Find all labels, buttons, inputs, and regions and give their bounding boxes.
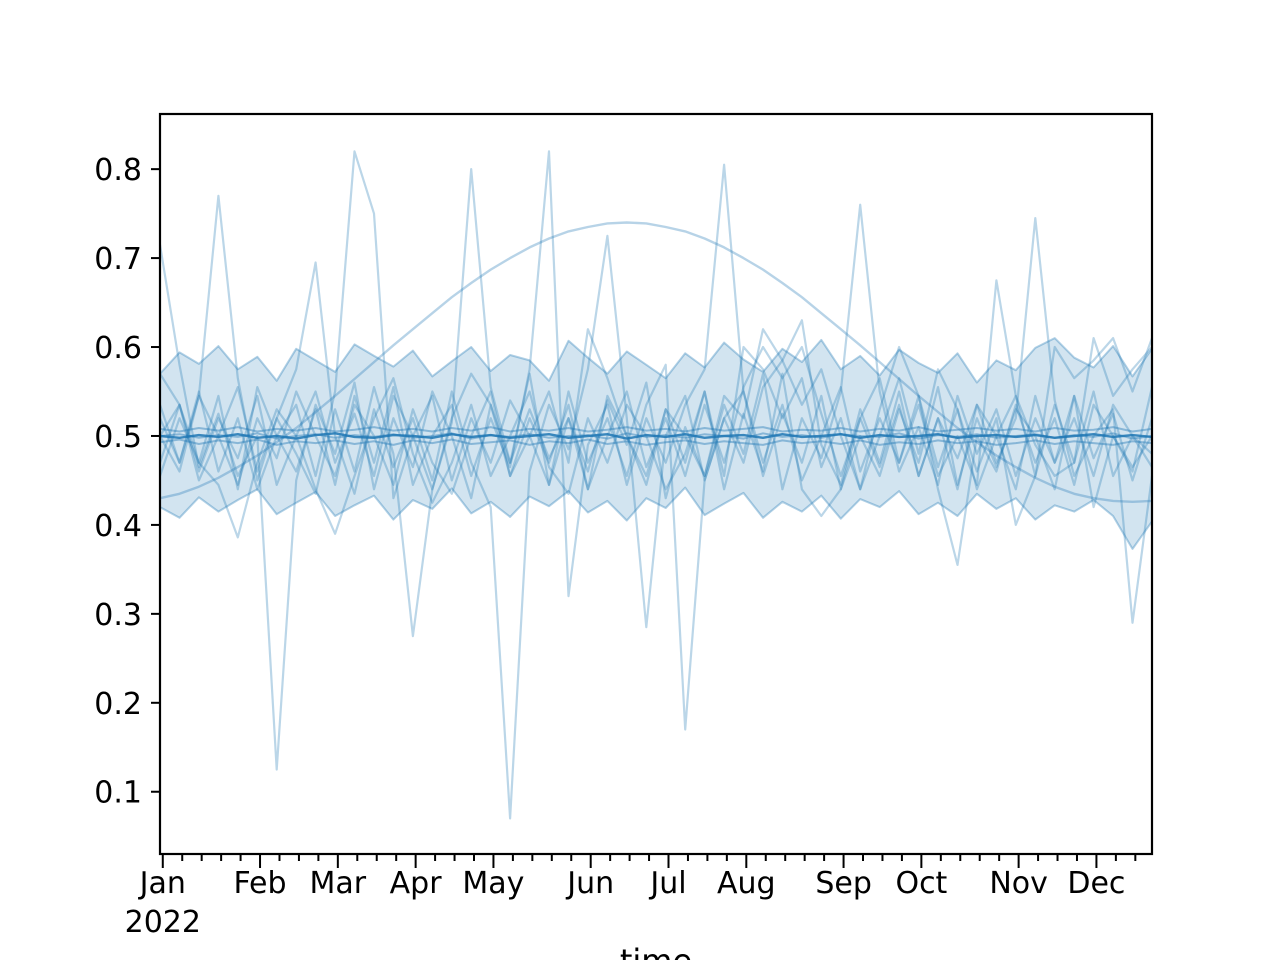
y-tick-label: 0.1 (94, 776, 142, 811)
year-label: 2022 (125, 905, 201, 940)
confidence-band-layer (159, 337, 1153, 550)
x-tick-label: Mar (309, 866, 366, 901)
tick-labels-layer: Jan Feb Mar Apr May Jun Jul Aug Sep Oct Nov Dec 2022… (94, 153, 1125, 940)
series-lines-layer (158, 150, 1154, 820)
x-tick-label: Jan (138, 866, 186, 901)
x-tick-label: Dec (1067, 866, 1125, 901)
median-line (159, 432, 1153, 440)
y-tick-label: 0.7 (94, 242, 142, 277)
y-tick-label: 0.8 (94, 153, 142, 188)
confidence-band (160, 338, 1152, 549)
sample-line (158, 279, 1153, 495)
sample-line (158, 150, 1154, 624)
axes-layer (151, 112, 1154, 868)
x-tick-label: Aug (717, 866, 776, 901)
sample-line (159, 328, 1154, 491)
sample-line (159, 345, 1153, 539)
sample-line (159, 168, 1154, 638)
band-lower-edge (159, 486, 1153, 550)
x-tick-label: Apr (390, 866, 443, 901)
x-tick-label: Sep (815, 866, 872, 901)
y-tick-label: 0.5 (94, 420, 142, 455)
x-tick-label: Jul (648, 866, 686, 901)
center-line (159, 438, 1153, 446)
x-tick-label: May (462, 866, 524, 901)
trend-line (159, 221, 1153, 503)
y-tick-label: 0.4 (94, 509, 142, 544)
band-upper-edge (159, 337, 1153, 384)
x-tick-label: Feb (233, 866, 286, 901)
y-tick-label: 0.3 (94, 598, 142, 633)
x-tick-label: Nov (989, 866, 1048, 901)
x-tick-label: Oct (895, 866, 947, 901)
x-axis-title: time (620, 942, 692, 960)
y-tick-label: 0.2 (94, 687, 142, 722)
sample-line (158, 203, 1153, 771)
plot-border (158, 112, 1154, 856)
center-line (159, 426, 1153, 433)
x-tick-label: Jun (565, 866, 614, 901)
sample-line (158, 234, 1153, 820)
y-tick-label: 0.6 (94, 331, 142, 366)
